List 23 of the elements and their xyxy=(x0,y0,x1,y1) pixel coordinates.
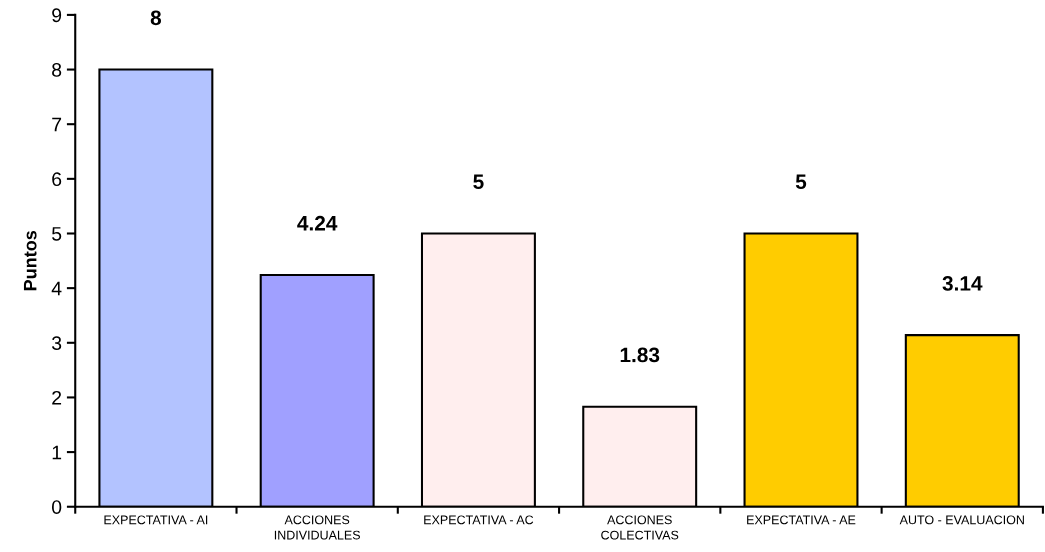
y-tick-label: 9 xyxy=(52,8,62,23)
y-tick-label: 0 xyxy=(51,500,62,514)
x-tick-label: EXPECTATIVA - AE xyxy=(747,515,856,525)
y-tick-label: 2 xyxy=(52,390,62,405)
y-tick-label: 5 xyxy=(52,227,62,241)
data-label: 3.14 xyxy=(942,275,983,291)
x-tick-label: EXPECTATIVA - AC xyxy=(424,515,534,525)
data-label: 8 xyxy=(150,10,162,26)
x-tick-label: ACCIONES INDIVIDUALES xyxy=(274,515,360,540)
y-tick-label: 3 xyxy=(51,336,62,351)
data-label: 1.83 xyxy=(620,347,660,363)
x-tick-label: ACCIONES COLECTIVAS xyxy=(601,515,679,540)
y-tick-label: 7 xyxy=(52,117,62,132)
data-label: 5 xyxy=(473,174,484,190)
y-tick-label: 4 xyxy=(51,281,62,296)
data-label: 5 xyxy=(795,174,807,190)
x-tick-label: AUTO - EVALUACION xyxy=(899,515,1024,525)
y-tick-label: 1 xyxy=(52,445,62,460)
y-tick-label: 8 xyxy=(52,63,62,77)
y-axis-title: Puntos xyxy=(23,230,37,291)
y-tick-label: 6 xyxy=(52,172,62,187)
x-tick-label: EXPECTATIVA - AI xyxy=(104,515,208,525)
data-label: 4.24 xyxy=(297,215,338,231)
